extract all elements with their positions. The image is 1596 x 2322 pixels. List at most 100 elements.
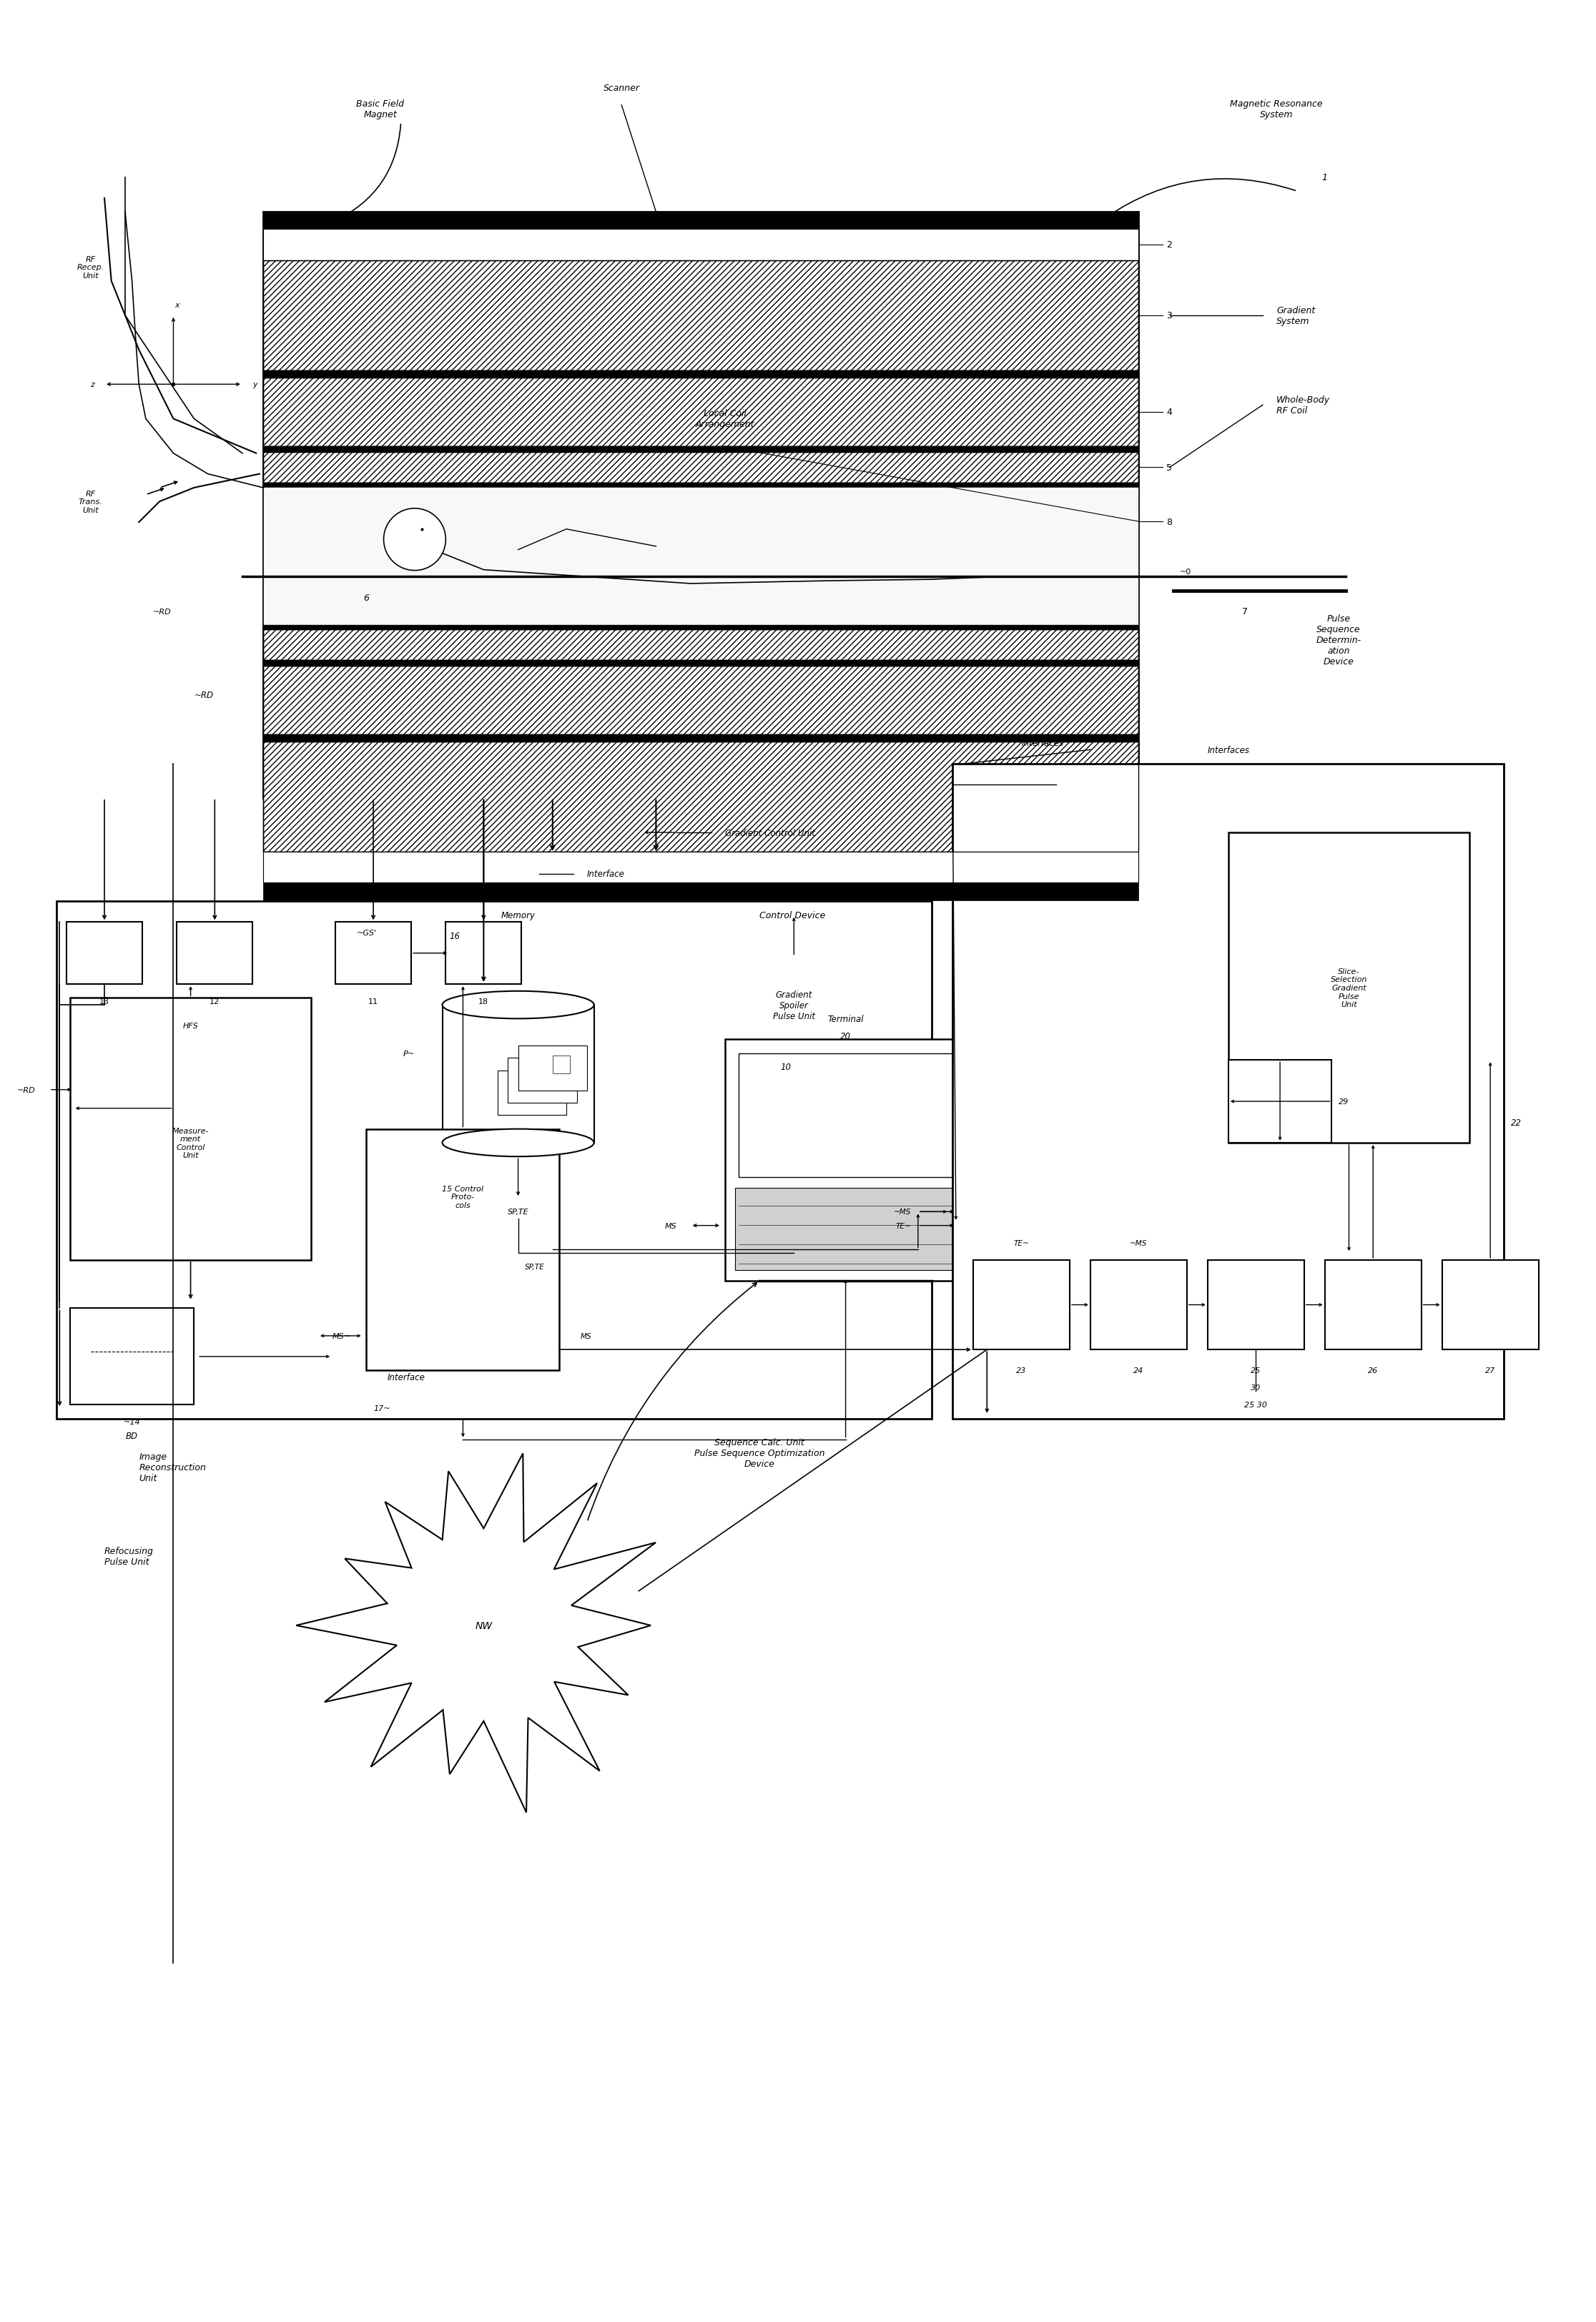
Bar <box>263 446 1138 453</box>
Text: 24: 24 <box>1133 1368 1144 1375</box>
Text: Control Device: Control Device <box>760 910 825 920</box>
Bar <box>263 741 1138 852</box>
Text: MS~: MS~ <box>332 1333 351 1340</box>
Bar <box>1443 1261 1539 1349</box>
Text: Gradient
Spoiler
Pulse Unit: Gradient Spoiler Pulse Unit <box>772 989 816 1022</box>
Text: 30: 30 <box>1251 1384 1261 1391</box>
Bar <box>263 211 1138 230</box>
Text: Measure-
ment
Control
Unit: Measure- ment Control Unit <box>172 1126 209 1159</box>
Text: 10: 10 <box>780 1063 792 1073</box>
Text: 25: 25 <box>1251 1368 1261 1375</box>
Text: ~GS': ~GS' <box>356 929 377 936</box>
Bar <box>263 378 1138 446</box>
Text: NW: NW <box>476 1621 492 1630</box>
Text: 20: 20 <box>839 1031 851 1040</box>
Text: y: y <box>252 381 257 388</box>
Text: 3: 3 <box>1167 311 1171 320</box>
Bar <box>1559 1261 1596 1349</box>
Bar <box>1090 1261 1187 1349</box>
Text: 25 30: 25 30 <box>1245 1402 1267 1409</box>
Bar <box>445 922 522 985</box>
Text: Interfaces: Interfaces <box>1021 738 1063 748</box>
Text: P~: P~ <box>404 1050 415 1057</box>
Text: 29: 29 <box>1339 1098 1349 1105</box>
Text: 12: 12 <box>209 998 220 1005</box>
Circle shape <box>383 509 445 571</box>
Text: MS: MS <box>664 1221 677 1228</box>
Text: Terminal: Terminal <box>828 1015 863 1024</box>
Text: 15 Control
Proto-
cols: 15 Control Proto- cols <box>442 1184 484 1210</box>
Bar <box>263 736 1138 741</box>
Text: SP,TE: SP,TE <box>508 1207 528 1217</box>
Text: ~RD: ~RD <box>153 608 171 615</box>
Text: 16: 16 <box>448 931 460 940</box>
Text: HFS: HFS <box>184 1022 198 1029</box>
Bar <box>974 1261 1069 1349</box>
Bar <box>263 483 1138 488</box>
Bar <box>263 453 1138 483</box>
Bar <box>1229 1061 1331 1142</box>
Text: Scanner: Scanner <box>603 84 640 93</box>
Text: ~RD: ~RD <box>18 1087 35 1094</box>
Bar <box>508 1059 576 1103</box>
Text: Slice-
Selection
Gradient
Pulse
Unit: Slice- Selection Gradient Pulse Unit <box>1331 968 1368 1008</box>
Bar <box>263 372 1138 378</box>
Text: Gradient Control Unit: Gradient Control Unit <box>725 829 816 838</box>
Text: ~RD: ~RD <box>195 690 214 699</box>
Text: ~MS: ~MS <box>1130 1240 1148 1247</box>
Text: TE~: TE~ <box>895 1221 911 1228</box>
Bar <box>263 629 1138 659</box>
Text: 4: 4 <box>1167 409 1171 418</box>
Bar <box>263 378 1138 446</box>
Bar <box>70 998 311 1261</box>
Bar <box>552 1057 570 1073</box>
Bar <box>531 1082 549 1098</box>
Text: Refocusing
Pulse Unit: Refocusing Pulse Unit <box>104 1546 153 1567</box>
Bar <box>1229 834 1470 1142</box>
Bar <box>263 488 1138 625</box>
Ellipse shape <box>442 991 594 1019</box>
Bar <box>367 1128 560 1370</box>
Text: RF
Recep.
Unit: RF Recep. Unit <box>77 255 104 279</box>
Text: Basic Field
Magnet: Basic Field Magnet <box>356 100 404 118</box>
Ellipse shape <box>442 1128 594 1156</box>
Bar <box>67 922 142 985</box>
Polygon shape <box>297 1454 656 1813</box>
Bar <box>739 1054 953 1177</box>
Bar <box>263 666 1138 736</box>
Text: Sequence Calc. Unit
Pulse Sequence Optimization
Device: Sequence Calc. Unit Pulse Sequence Optim… <box>694 1437 825 1468</box>
Text: Gradient
System: Gradient System <box>1277 307 1315 325</box>
Bar <box>1208 1261 1304 1349</box>
Text: Whole-Body
RF Coil: Whole-Body RF Coil <box>1277 395 1331 416</box>
Bar <box>56 901 932 1419</box>
Bar <box>953 764 1503 1419</box>
Text: Interfaces: Interfaces <box>1207 745 1250 755</box>
Bar <box>70 1310 195 1405</box>
Text: MS: MS <box>581 1333 592 1340</box>
Text: 23: 23 <box>1017 1368 1026 1375</box>
Bar <box>177 922 252 985</box>
Text: Image
Reconstruction
Unit: Image Reconstruction Unit <box>139 1451 206 1481</box>
Bar <box>263 453 1138 483</box>
Text: Interface: Interface <box>587 868 626 880</box>
Text: 13: 13 <box>99 998 110 1005</box>
Bar <box>263 260 1138 372</box>
Bar <box>543 1068 560 1087</box>
Bar <box>263 211 1138 799</box>
Text: Magnetic Resonance
System: Magnetic Resonance System <box>1231 100 1323 118</box>
Bar <box>263 625 1138 629</box>
Bar <box>263 741 1138 852</box>
Bar <box>263 629 1138 659</box>
Text: 26: 26 <box>1368 1368 1379 1375</box>
Text: 6: 6 <box>364 592 369 601</box>
Text: 2: 2 <box>1167 241 1171 251</box>
Text: 8: 8 <box>1167 518 1171 527</box>
Bar <box>725 1040 966 1282</box>
Bar <box>263 230 1138 260</box>
Bar <box>442 1005 594 1142</box>
Bar <box>263 882 1138 901</box>
Text: SP,TE: SP,TE <box>525 1263 544 1270</box>
Text: z: z <box>89 381 94 388</box>
Bar <box>263 666 1138 736</box>
Text: Local Coil
Arrangement: Local Coil Arrangement <box>696 409 755 430</box>
